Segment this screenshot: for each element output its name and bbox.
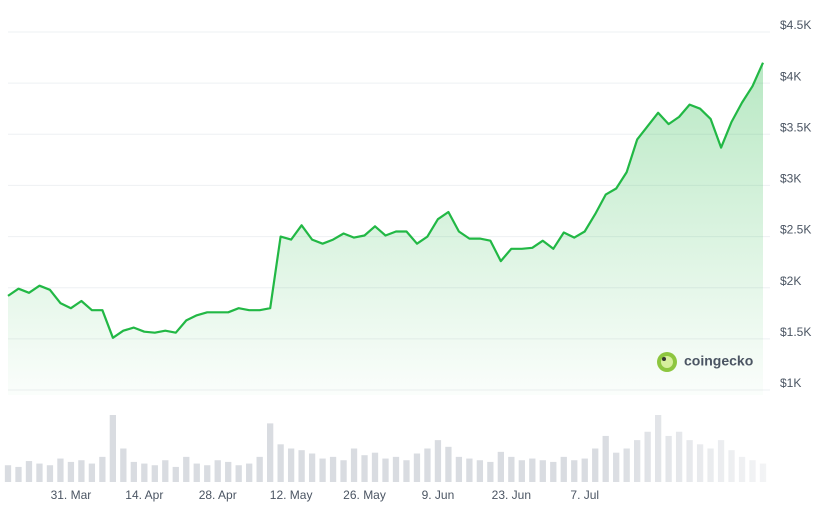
x-tick-label: 31. Mar [51,488,92,502]
volume-bar [67,461,75,482]
volume-bar [88,463,96,482]
volume-bar [581,458,588,482]
volume-bar [371,452,379,482]
volume-bar [287,448,295,482]
volume-bar [455,456,463,482]
volume-bar [508,456,515,482]
volume-bar [487,461,494,482]
y-tick-label: $3.5K [780,120,811,134]
volume-bar [183,456,190,482]
x-tick-label: 12. May [270,488,313,502]
volume-bar [560,456,567,482]
volume-bar [361,455,368,482]
volume-bar [46,465,54,482]
volume-bar [78,460,85,482]
y-tick-label: $2.5K [780,223,811,237]
volume-bar [109,415,117,482]
volume-bar [539,460,546,482]
volume-bar [329,456,337,482]
x-tick-label: 14. Apr [125,488,163,502]
volume-bar [120,448,127,482]
x-tick-label: 26. May [343,488,386,502]
volume-bar [225,461,232,482]
volume-bar [256,456,263,482]
volume-bar [592,448,599,482]
volume-bar [214,460,221,482]
volume-bar [277,444,284,482]
watermark-text: coingecko [684,353,753,369]
volume-bar [57,458,64,482]
volume-bar [445,446,452,482]
volume-bar [204,465,211,482]
volume-bar [424,448,431,482]
volume-bar [162,460,169,482]
volume-bar [267,423,274,482]
watermark: coingecko [657,352,753,372]
y-tick-label: $4K [780,69,801,83]
volume-bar [550,461,557,482]
y-tick-label: $1K [780,376,801,390]
volume-bar [350,448,358,482]
y-tick-label: $4.5K [780,18,811,32]
volume-bar [141,463,148,482]
x-tick-label: 23. Jun [492,488,531,502]
volume-bar [193,463,200,482]
volume-bar [413,453,421,482]
volume-bar [319,458,326,482]
x-tick-label: 28. Apr [199,488,237,502]
volume-bar [403,460,410,482]
y-tick-label: $3K [780,172,801,186]
volume-fade [600,410,820,485]
volume-bar [246,463,253,482]
volume-bar [15,466,22,482]
volume-bar [298,450,305,482]
volume-bar [235,465,242,482]
y-tick-label: $1.5K [780,325,811,339]
volume-bar [497,451,504,482]
x-tick-label: 9. Jun [422,488,455,502]
x-tick-label: 7. Jul [570,488,599,502]
y-tick-label: $2K [780,274,801,288]
volume-bar [36,463,43,482]
volume-bar [25,461,33,482]
volume-bar [476,460,484,482]
volume-bar [308,453,316,482]
volume-bar [340,460,347,482]
volume-bar [466,458,473,482]
volume-bar [382,458,389,482]
volume-bar [151,465,158,482]
volume-bar [392,456,400,482]
volume-bar [130,461,137,482]
volume-bar [434,440,442,482]
volume-bar [571,460,578,482]
volume-bar [518,460,525,482]
volume-bar [172,466,179,482]
price-area [8,62,763,395]
price-line [7,62,765,339]
volume-bar [529,458,536,482]
volume-bar [99,456,106,482]
volume-bar [4,465,12,482]
